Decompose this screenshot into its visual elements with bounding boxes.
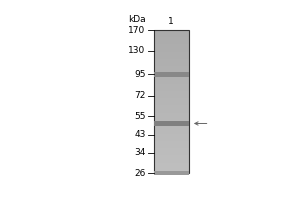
Bar bbox=[154, 141, 189, 145]
Bar bbox=[154, 127, 189, 130]
Bar bbox=[154, 48, 189, 52]
Bar bbox=[154, 30, 189, 34]
Bar bbox=[154, 152, 189, 155]
Bar bbox=[154, 84, 189, 87]
Bar bbox=[154, 120, 189, 123]
Bar bbox=[154, 30, 189, 173]
Bar bbox=[154, 155, 189, 159]
Bar bbox=[154, 34, 189, 37]
Bar bbox=[154, 70, 189, 73]
Text: 26: 26 bbox=[134, 169, 146, 178]
Bar bbox=[154, 145, 189, 148]
Bar bbox=[154, 87, 189, 91]
Text: kDa: kDa bbox=[128, 15, 146, 24]
Bar bbox=[154, 121, 189, 126]
Text: 130: 130 bbox=[128, 46, 146, 55]
Bar bbox=[154, 166, 189, 170]
Bar bbox=[154, 113, 189, 116]
Bar bbox=[154, 66, 189, 70]
Text: 55: 55 bbox=[134, 112, 146, 121]
Bar bbox=[154, 109, 189, 113]
Bar bbox=[154, 134, 189, 138]
Bar bbox=[154, 130, 189, 134]
Text: 1: 1 bbox=[168, 17, 174, 26]
Bar bbox=[154, 72, 189, 77]
Bar bbox=[154, 41, 189, 44]
Bar bbox=[154, 80, 189, 84]
Text: 43: 43 bbox=[134, 130, 146, 139]
Bar bbox=[154, 95, 189, 98]
Bar bbox=[154, 105, 189, 109]
Bar bbox=[154, 123, 189, 127]
Text: 72: 72 bbox=[134, 91, 146, 100]
Bar bbox=[154, 91, 189, 95]
Bar bbox=[154, 77, 189, 80]
Bar bbox=[154, 171, 189, 175]
Bar bbox=[154, 148, 189, 152]
Bar bbox=[154, 102, 189, 105]
Text: 170: 170 bbox=[128, 26, 146, 35]
Bar bbox=[154, 73, 189, 77]
Bar bbox=[154, 98, 189, 102]
Bar bbox=[154, 55, 189, 59]
Bar bbox=[154, 59, 189, 62]
Text: 95: 95 bbox=[134, 70, 146, 79]
Bar bbox=[154, 62, 189, 66]
Bar bbox=[154, 52, 189, 55]
Bar bbox=[154, 138, 189, 141]
Bar bbox=[154, 159, 189, 163]
Bar bbox=[154, 116, 189, 120]
Bar bbox=[154, 163, 189, 166]
Bar bbox=[154, 44, 189, 48]
Bar bbox=[154, 170, 189, 173]
Text: 34: 34 bbox=[134, 148, 146, 157]
Bar bbox=[154, 37, 189, 41]
